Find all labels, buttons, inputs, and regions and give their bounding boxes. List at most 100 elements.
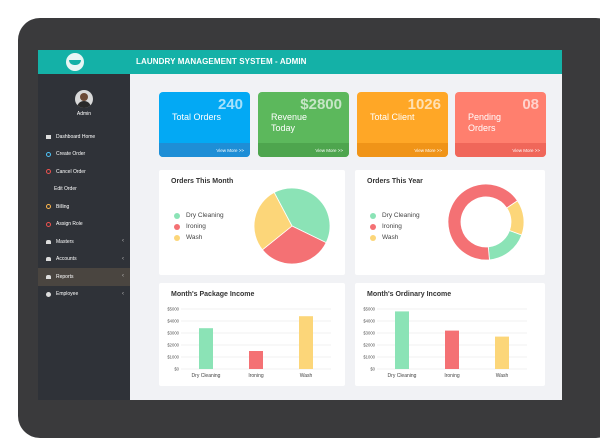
chart-title: Orders This Month [171, 178, 234, 185]
sidebar-item-create-order[interactable]: Create Order [38, 146, 130, 164]
x-tick-label: Ironing [444, 373, 460, 379]
view-more-link[interactable]: View More >> [414, 148, 442, 153]
package-income-panel: Month's Package Income $0 $1000 $2000 $3000… [159, 283, 345, 386]
pie-slice-dry-cleaning[interactable] [273, 187, 331, 244]
card-footer [357, 143, 448, 157]
stat-card[interactable]: 1026 Total Client View More >> [357, 92, 448, 157]
legend-swatch [174, 234, 180, 241]
legend-item: Wash [174, 232, 224, 243]
y-tick-label: $4000 [363, 319, 375, 324]
bar-ironing[interactable] [249, 351, 263, 369]
y-tick-label: $3000 [167, 331, 179, 336]
chart-title: Orders This Year [367, 178, 423, 185]
circle-icon [44, 221, 52, 227]
folder-icon [44, 239, 52, 244]
sidebar-item-label: Cancel Order [56, 168, 86, 175]
logo-icon[interactable] [66, 53, 84, 71]
sidebar-item-label: Dashboard Home [56, 133, 96, 140]
bar-dry-cleaning[interactable] [199, 328, 213, 369]
sidebar-item-masters[interactable]: Masters ‹ [38, 233, 130, 251]
stat-label: Total Orders [172, 112, 222, 122]
sidebar-item-dashboard-home[interactable]: Dashboard Home [38, 128, 130, 146]
pie-slice-wash[interactable] [506, 200, 525, 236]
sidebar-item-edit-order[interactable]: Edit Order [38, 181, 130, 199]
sidebar-menu: Dashboard Home Create Order Cancel Order Ed… [38, 128, 130, 303]
stat-label: Pending Orders [468, 112, 502, 133]
legend-label: Wash [186, 234, 203, 241]
view-more-link[interactable]: View More >> [315, 148, 343, 153]
chevron-left-icon: ‹ [122, 290, 124, 297]
legend-swatch [174, 223, 180, 230]
pie-slice-ironing[interactable] [261, 225, 327, 265]
bar-chart: $0 $1000 $2000 $3000 $4000 $5000 Dry Cleaning I… [363, 307, 527, 379]
sidebar-item-label: Employee [56, 291, 79, 298]
y-tick-label: $0 [370, 367, 375, 372]
pie-slice-dry-cleaning[interactable] [487, 230, 523, 261]
legend-label: Ironing [382, 223, 402, 230]
orders-year-panel: Orders This Year Dry Cleaning Ironing Wash [355, 170, 545, 275]
legend-swatch [370, 234, 376, 241]
y-tick-label: $5000 [363, 307, 375, 312]
stat-card[interactable]: 08 Pending Orders View More >> [455, 92, 546, 157]
sidebar-item-label: Billing [56, 203, 70, 210]
chart-title: Month's Package Income [171, 291, 255, 298]
card-footer [455, 143, 546, 157]
folder-icon [44, 274, 52, 279]
avatar[interactable] [75, 90, 93, 108]
bar-ironing[interactable] [445, 330, 459, 369]
chevron-left-icon: ‹ [122, 238, 124, 244]
chart-title: Month's Ordinary Income [367, 291, 452, 298]
x-tick-label: Dry Cleaning [192, 373, 221, 379]
bar-chart: $0 $1000 $2000 $3000 $4000 $5000 Dry Cleaning I… [167, 307, 331, 379]
y-tick-label: $4000 [167, 319, 179, 324]
legend-label: Ironing [186, 223, 206, 230]
bar-wash[interactable] [299, 316, 313, 369]
legend-swatch [174, 212, 180, 219]
top-bar: LAUNDRY MANAGEMENT SYSTEM - ADMIN [38, 50, 562, 74]
donut-chart [447, 183, 525, 261]
sidebar-item-label: Assign Role [56, 221, 83, 228]
stat-card[interactable]: 240 Total Orders View More >> [159, 92, 250, 157]
sidebar-item-label: Masters [56, 238, 74, 245]
sidebar: Admin Dashboard Home Create Order Cancel O… [38, 74, 130, 400]
dashboard-icon [44, 134, 52, 139]
x-tick-label: Wash [496, 373, 509, 379]
circle-icon [44, 204, 52, 210]
legend-label: Dry Cleaning [186, 212, 224, 219]
view-more-link[interactable]: View More >> [512, 148, 540, 153]
bar-dry-cleaning[interactable] [395, 311, 409, 369]
stat-value: 1026 [407, 96, 441, 113]
sidebar-item-label: Edit Order [54, 186, 77, 193]
circle-icon [44, 169, 52, 175]
user-name: Admin [76, 111, 92, 117]
pie-slice-ironing[interactable] [447, 183, 519, 261]
view-more-link[interactable]: View More >> [216, 148, 244, 153]
y-tick-label: $3000 [363, 331, 375, 336]
sidebar-item-billing[interactable]: Billing [38, 198, 130, 216]
pie-chart [253, 187, 331, 265]
stat-value: 08 [522, 96, 539, 113]
chart-legend: Dry Cleaning Ironing Wash [174, 210, 224, 243]
legend-item: Ironing [174, 221, 224, 232]
sidebar-item-reports[interactable]: Reports ‹ [38, 268, 130, 286]
pie-slice-wash[interactable] [253, 191, 293, 251]
sidebar-item-label: Accounts [56, 256, 77, 263]
stat-label: Total Client [370, 112, 415, 122]
legend-swatch [370, 212, 376, 219]
y-tick-label: $1000 [363, 355, 375, 360]
y-tick-label: $2000 [363, 343, 375, 348]
globe-icon [44, 291, 52, 297]
card-footer [258, 143, 349, 157]
sidebar-item-cancel-order[interactable]: Cancel Order [38, 163, 130, 181]
sidebar-item-label: Create Order [56, 151, 86, 158]
orders-month-panel: Orders This Month Dry Cleaning Ironing Was… [159, 170, 345, 275]
sidebar-item-employee[interactable]: Employee ‹ [38, 286, 130, 304]
sidebar-item-accounts[interactable]: Accounts ‹ [38, 251, 130, 269]
sidebar-item-assign-role[interactable]: Assign Role [38, 216, 130, 234]
stat-card[interactable]: $2800 Revenue Today View More >> [258, 92, 349, 157]
legend-item: Dry Cleaning [370, 210, 420, 221]
card-footer [159, 143, 250, 157]
x-tick-label: Ironing [248, 373, 264, 379]
bar-wash[interactable] [495, 336, 509, 369]
sidebar-item-label: Reports [56, 273, 74, 280]
